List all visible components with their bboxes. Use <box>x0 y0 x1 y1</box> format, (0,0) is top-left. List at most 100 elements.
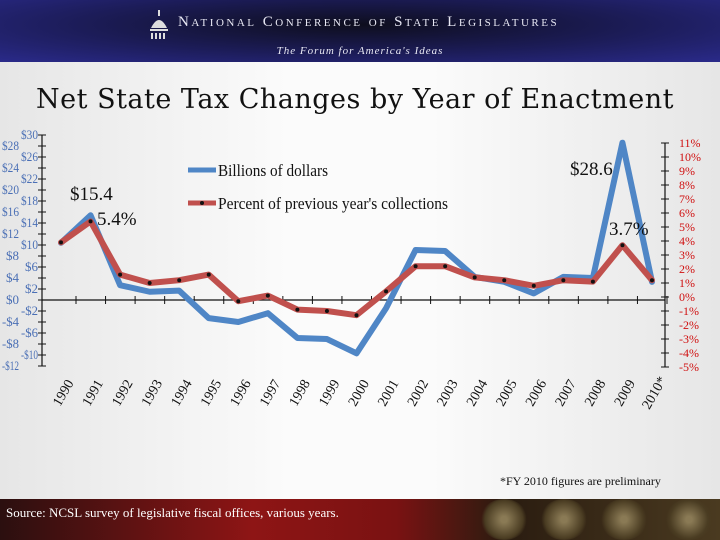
percent-data-point <box>531 283 536 288</box>
percent-data-point <box>502 278 507 283</box>
left-axis-tick-label: $8 <box>6 248 19 263</box>
right-axis-tick-label: 11% <box>679 136 701 150</box>
billions-data-point <box>267 312 269 314</box>
percent-data-point <box>650 278 654 283</box>
left-axis-tick-label: $26 <box>21 149 38 164</box>
percent-data-point <box>295 307 300 312</box>
x-axis-tick-label: 2007 <box>553 377 580 409</box>
legend-marker <box>200 201 204 205</box>
percent-data-point <box>443 264 448 269</box>
right-axis-tick-label: -3% <box>679 332 699 346</box>
chart-title: Net State Tax Changes by Year of Enactme… <box>36 84 674 115</box>
billions-data-point <box>296 337 298 339</box>
x-axis-tick-label: 1990 <box>50 377 77 409</box>
x-axis-tick-label: 2002 <box>405 377 432 409</box>
x-axis-tick-label: 2003 <box>435 377 462 409</box>
x-axis-tick-label: 1996 <box>228 377 255 409</box>
x-axis-tick-label: 2010* <box>640 374 670 412</box>
right-axis-tick-label: -1% <box>679 304 699 318</box>
x-axis-tick-label: 2000 <box>346 377 373 409</box>
billions-data-point <box>621 142 623 144</box>
x-axis-tick-label: 1999 <box>316 377 343 409</box>
right-axis-tick-label: 3% <box>679 248 695 262</box>
right-axis-tick-label: 5% <box>679 220 695 234</box>
left-axis-tick-label: $16 <box>2 204 19 219</box>
left-axis-tick-label: $14 <box>21 215 38 230</box>
right-axis-tick-label: 0% <box>679 290 695 304</box>
data-label: 5.4% <box>97 209 137 230</box>
billions-data-point <box>533 292 535 294</box>
x-axis-tick-label: 1991 <box>80 377 107 409</box>
percent-data-point <box>147 281 152 285</box>
percent-data-point <box>177 278 182 283</box>
left-axis-tick-label: $24 <box>2 160 19 175</box>
percent-data-point <box>620 243 625 248</box>
left-axis-tick-label: $12 <box>2 226 19 241</box>
left-axis-tick-label: -$4 <box>2 314 19 329</box>
footer-banner: Source: NCSL survey of legislative fisca… <box>0 499 720 540</box>
x-axis-tick-label: 2006 <box>523 377 550 409</box>
right-axis-tick-label: 9% <box>679 164 695 178</box>
percent-data-point <box>206 272 211 277</box>
dome-decoration <box>665 499 713 540</box>
right-axis-tick-label: -5% <box>679 360 699 374</box>
left-axis-tick-label: -$8 <box>2 336 19 351</box>
tagline: The Forum for America's Ideas <box>276 45 444 57</box>
header-banner: National Conference of State Legislature… <box>0 0 720 62</box>
left-axis-tick-label: $18 <box>21 193 38 208</box>
x-axis-tick-label: 1995 <box>198 377 225 409</box>
right-axis-tick-label: 1% <box>679 276 695 290</box>
percent-data-point <box>118 272 123 277</box>
billions-data-point <box>356 352 357 354</box>
percent-data-point <box>384 289 389 294</box>
x-axis-tick-label: 1998 <box>287 377 314 409</box>
right-axis-tick-label: 4% <box>679 234 695 248</box>
legend-label: Billions of dollars <box>218 161 328 180</box>
footnote: *FY 2010 figures are preliminary <box>500 474 661 488</box>
right-axis-tick-label: 2% <box>679 262 695 276</box>
dome-decoration <box>540 499 588 540</box>
left-axis-tick-label: -$12 <box>2 358 19 373</box>
data-label: 3.7% <box>609 219 649 240</box>
billions-data-point <box>149 291 151 293</box>
billions-data-point <box>385 307 387 309</box>
billions-data-point <box>119 284 121 286</box>
percent-data-point <box>59 240 63 245</box>
billions-data-point <box>90 214 92 216</box>
x-axis-tick-label: 2005 <box>494 377 521 409</box>
left-axis-tick-label: $4 <box>6 270 20 285</box>
percent-data-point <box>472 275 477 280</box>
billions-data-point <box>444 250 446 252</box>
x-axis-tick-label: 1994 <box>169 377 196 409</box>
billions-data-point <box>237 321 239 323</box>
left-axis-tick-label: $20 <box>2 182 19 197</box>
right-axis-tick-label: 8% <box>679 178 695 192</box>
organization-name: National Conference of State Legislature… <box>178 14 560 30</box>
left-axis-tick-label: $28 <box>2 138 19 153</box>
left-axis-tick-label: $6 <box>25 259 39 274</box>
percent-data-point <box>590 279 595 284</box>
billions-data-point <box>208 317 210 319</box>
right-axis-tick-label: 10% <box>679 150 701 164</box>
right-axis-tick-label: 7% <box>679 192 695 206</box>
billions-data-point <box>178 290 180 292</box>
source-note: Source: NCSL survey of legislative fisca… <box>6 505 339 520</box>
left-axis-tick-label: $30 <box>21 127 38 142</box>
x-axis-tick-label: 2009 <box>612 377 639 409</box>
dome-decoration <box>480 499 528 540</box>
left-axis-tick-label: $0 <box>6 292 19 307</box>
left-axis-tick-label: $2 <box>25 281 38 296</box>
percent-data-point <box>413 264 418 269</box>
series-line-percent <box>58 218 655 319</box>
billions-data-point <box>326 338 328 340</box>
right-axis-tick-label: -4% <box>679 346 699 360</box>
left-axis-tick-label: -$10 <box>21 347 38 362</box>
billions-data-point <box>415 249 417 251</box>
x-axis-tick-label: 1997 <box>257 377 284 409</box>
x-axis-tick-label: 2004 <box>464 377 491 409</box>
billions-data-point <box>562 276 564 278</box>
percent-data-point <box>88 219 93 224</box>
left-axis-tick-label: $10 <box>21 237 38 252</box>
percent-data-point <box>236 299 241 304</box>
